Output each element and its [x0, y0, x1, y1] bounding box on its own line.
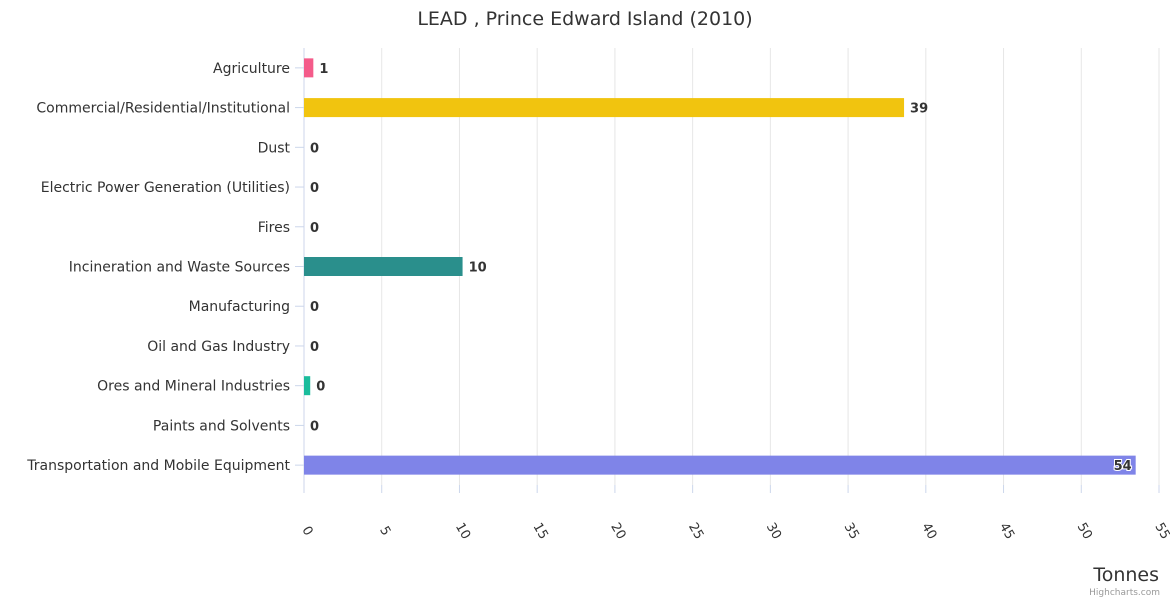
category-label: Commercial/Residential/Institutional	[36, 101, 290, 117]
category-label: Paints and Solvents	[153, 418, 290, 434]
category-label: Fires	[258, 220, 290, 236]
x-tick-label: 5	[376, 524, 393, 539]
data-label: 0	[310, 181, 319, 196]
category-label: Agriculture	[213, 61, 290, 77]
credits-link[interactable]: Highcharts.com	[1089, 588, 1160, 598]
data-label: 0	[310, 300, 319, 315]
category-label: Incineration and Waste Sources	[69, 260, 290, 276]
bars: 1 39 0 0 0 10 0 0 0 0 54	[304, 58, 1136, 475]
category-label: Dust	[258, 140, 291, 156]
data-label: 39	[910, 102, 928, 117]
category-label: Electric Power Generation (Utilities)	[41, 180, 290, 196]
x-tick-label: 45	[996, 520, 1017, 542]
data-label: 1	[319, 62, 328, 77]
bar[interactable]	[304, 58, 314, 78]
data-label: 0	[310, 141, 319, 156]
data-label: 0	[316, 380, 325, 395]
data-label: 54	[1114, 459, 1132, 474]
x-tick-label: 30	[763, 520, 784, 542]
grid-lines	[295, 48, 1160, 493]
x-tick-label: 35	[840, 520, 861, 542]
x-tick-label: 10	[452, 520, 473, 542]
x-tick-label: 55	[1151, 520, 1170, 542]
x-tick-label: 20	[607, 520, 628, 542]
data-label: 10	[469, 261, 487, 276]
x-tick-label: 0	[298, 524, 315, 539]
bar[interactable]	[304, 455, 1136, 475]
x-tick-label: 25	[685, 520, 706, 542]
category-labels: Agriculture Commercial/Residential/Instit…	[26, 61, 290, 474]
chart-title: LEAD , Prince Edward Island (2010)	[417, 8, 752, 30]
x-tick-label: 50	[1074, 520, 1095, 542]
x-tick-label: 15	[530, 520, 551, 542]
data-label: 0	[310, 221, 319, 236]
x-axis-title: Tonnes	[1092, 564, 1159, 586]
category-label: Ores and Mineral Industries	[97, 379, 290, 395]
data-label: 0	[310, 340, 319, 355]
bar[interactable]	[304, 257, 463, 276]
bar[interactable]	[304, 98, 905, 118]
data-label: 0	[310, 419, 319, 434]
bar[interactable]	[304, 376, 311, 396]
x-tick-label: 40	[918, 520, 939, 542]
x-tick-labels: 0 5 10 15 20 25 30 35 40 45 50 55	[298, 520, 1170, 542]
category-label: Oil and Gas Industry	[147, 339, 290, 355]
category-label: Transportation and Mobile Equipment	[26, 458, 290, 474]
category-label: Manufacturing	[189, 299, 290, 315]
